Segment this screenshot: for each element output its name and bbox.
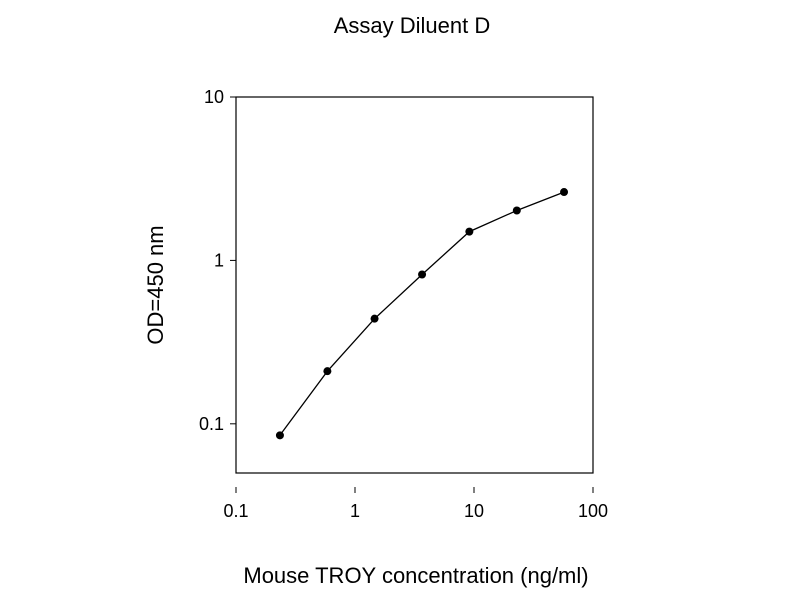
data-point <box>465 227 474 236</box>
x-tick-label: 10 <box>464 501 484 521</box>
y-tick-label: 0.1 <box>199 414 224 434</box>
y-tick-label: 1 <box>214 250 224 270</box>
y-axis-ticks: 0.1 1 10 <box>199 87 236 434</box>
data-point <box>370 314 379 323</box>
chart-title: Assay Diluent D <box>334 13 491 38</box>
data-point <box>323 367 332 376</box>
y-tick-label: 10 <box>204 87 224 107</box>
data-point <box>512 206 521 215</box>
plot-frame <box>235 96 594 474</box>
data-point <box>418 270 427 279</box>
x-tick-label: 100 <box>578 501 608 521</box>
series-group <box>275 188 569 440</box>
data-point <box>560 188 569 197</box>
x-tick-label: 1 <box>350 501 360 521</box>
x-axis-label: Mouse TROY concentration (ng/ml) <box>243 563 588 588</box>
x-tick-label: 0.1 <box>223 501 248 521</box>
y-axis-label: OD=450 nm <box>143 225 168 344</box>
data-point <box>275 431 284 440</box>
series-line <box>279 191 565 436</box>
x-axis-ticks: 0.1 1 10 100 <box>223 487 608 521</box>
